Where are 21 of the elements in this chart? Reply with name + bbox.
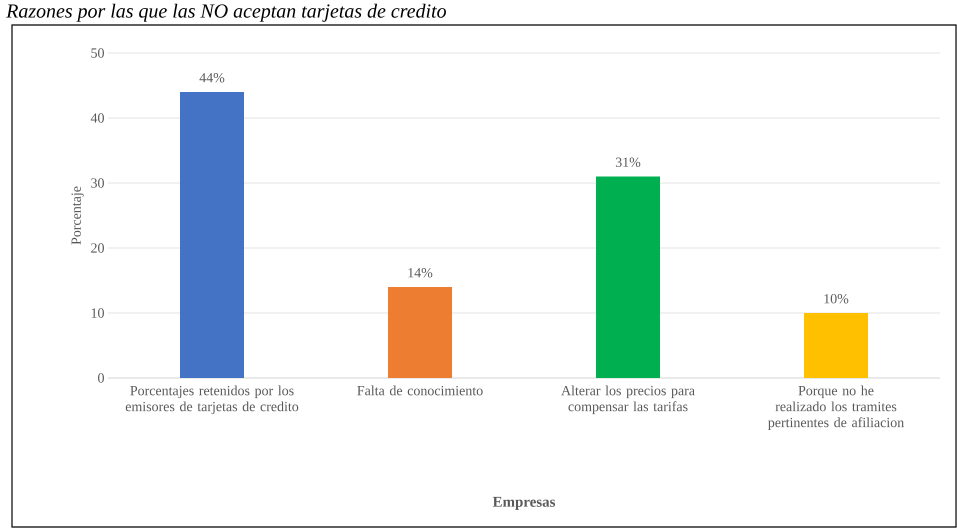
- y-tick-label: 30: [91, 178, 104, 188]
- x-tick-label: Porque no he realizado los tramites pertinentes de afiliacion: [768, 386, 904, 430]
- data-label: 31%: [616, 158, 640, 167]
- data-label: 10%: [824, 294, 848, 304]
- y-tick-label: 50: [91, 48, 104, 58]
- y-tick-label: 0: [98, 373, 104, 383]
- x-tick-label: Porcentajes retenidos por los emisores de tarjetas de credito: [126, 386, 298, 414]
- y-axis-title: Porcentaje: [71, 186, 84, 245]
- chart-title: Razones por las que las NO aceptan tarjetas de credito: [6, 4, 446, 22]
- x-axis-title: Empresas: [492, 496, 556, 510]
- bar: [804, 313, 868, 378]
- y-tick-label: 40: [90, 113, 104, 123]
- bar: [388, 287, 452, 378]
- x-tick-label: Falta de conocimiento: [357, 386, 483, 396]
- x-tick-label: Alterar los precios para compensar las tarifas: [561, 386, 695, 414]
- y-tick-label: 20: [91, 243, 104, 253]
- y-tick-label: 10: [92, 308, 104, 318]
- data-label: 44%: [199, 73, 224, 82]
- bar: [180, 92, 244, 378]
- bar: [596, 176, 660, 378]
- data-label: 14%: [408, 268, 432, 278]
